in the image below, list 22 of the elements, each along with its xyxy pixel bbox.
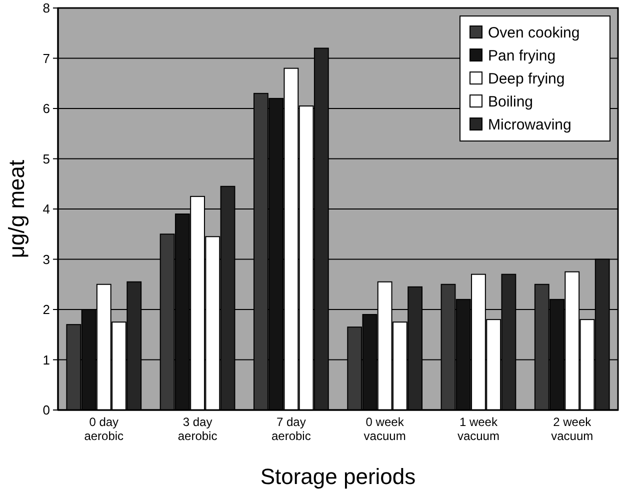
y-tick-label: 0: [42, 402, 50, 418]
y-tick-label: 2: [42, 302, 50, 318]
y-axis-title: μg/g meat: [4, 160, 29, 258]
y-tick-label: 6: [42, 101, 50, 116]
x-tick-label: 3 day aerobic: [178, 415, 218, 443]
legend-label: Boiling: [488, 93, 534, 110]
legend-label: Pan frying: [488, 47, 556, 64]
y-tick-label: 3: [42, 252, 50, 267]
y-tick-label: 7: [42, 50, 50, 66]
y-tick-label: 8: [42, 0, 50, 16]
legend-label: Deep frying: [488, 70, 565, 88]
x-tick-label: 2 week vacuum: [551, 415, 594, 443]
x-axis-title: Storage periods: [260, 464, 416, 489]
y-tick-label: 4: [42, 202, 50, 217]
x-tick-label: 1 week vacuum: [457, 415, 500, 443]
legend-label: Microwaving: [488, 116, 572, 134]
x-tick-label: 0 day aerobic: [84, 415, 124, 443]
x-tick-label: 7 day aerobic: [272, 415, 311, 443]
y-tick-label: 1: [42, 352, 50, 368]
y-tick-label: 5: [42, 151, 50, 166]
legend-label: Oven cooking: [488, 24, 580, 42]
x-tick-label: 0 week vacuum: [364, 415, 406, 443]
